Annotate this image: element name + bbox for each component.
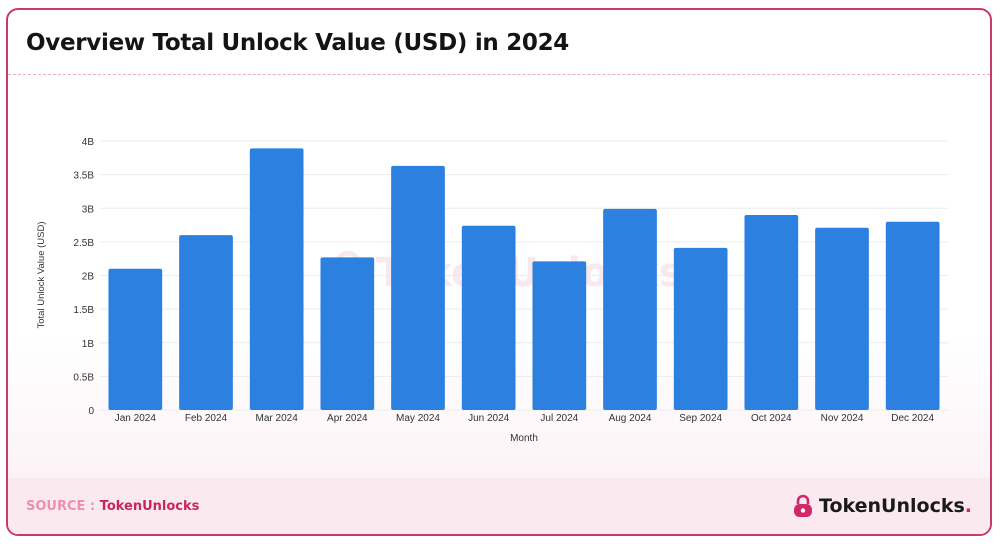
bar	[249, 148, 304, 410]
bar	[603, 208, 657, 410]
bar	[179, 235, 233, 410]
bar	[108, 268, 163, 410]
source-label: SOURCE :	[26, 499, 96, 514]
bar	[320, 257, 375, 410]
y-tick-label: 4B	[82, 137, 95, 148]
y-tick-label: 1B	[82, 339, 95, 350]
bar	[744, 214, 799, 410]
bar	[815, 227, 869, 410]
x-tick-label: Feb 2024	[185, 413, 228, 424]
x-tick-label: Jul 2024	[540, 413, 578, 424]
source-note: SOURCE : TokenUnlocks	[26, 499, 199, 514]
lock-logo-icon	[794, 494, 813, 517]
title-divider	[8, 74, 990, 75]
footer-band	[8, 478, 990, 534]
y-tick-label: 1.5B	[73, 305, 94, 316]
x-tick-label: Nov 2024	[821, 413, 864, 424]
x-axis-label: Month	[510, 433, 538, 444]
x-tick-label: Mar 2024	[256, 413, 299, 424]
source-value: TokenUnlocks	[99, 499, 200, 514]
bar	[885, 221, 940, 410]
brand-logo: TokenUnlocks.	[793, 494, 972, 518]
y-tick-label: 2B	[82, 272, 95, 283]
bar	[461, 225, 516, 410]
brand-name: TokenUnlocks.	[819, 495, 972, 517]
chart-title: Overview Total Unlock Value (USD) in 202…	[26, 30, 570, 56]
x-tick-label: Jan 2024	[115, 413, 157, 424]
x-tick-label: Apr 2024	[327, 413, 368, 424]
y-axis-label: Total Unlock Value (USD)	[36, 221, 47, 328]
x-tick-label: Sep 2024	[679, 413, 722, 424]
bar	[673, 247, 728, 410]
y-tick-label: 0	[88, 406, 94, 417]
y-tick-label: 2.5B	[73, 238, 94, 249]
y-tick-label: 0.5B	[73, 372, 94, 383]
y-tick-label: 3.5B	[73, 171, 94, 182]
x-tick-label: May 2024	[396, 413, 440, 424]
x-tick-label: Dec 2024	[891, 413, 934, 424]
bar	[391, 165, 445, 410]
y-tick-label: 3B	[82, 204, 95, 215]
x-tick-label: Jun 2024	[468, 413, 510, 424]
x-tick-label: Oct 2024	[751, 413, 792, 424]
x-tick-label: Aug 2024	[609, 413, 652, 424]
bar	[532, 261, 587, 410]
